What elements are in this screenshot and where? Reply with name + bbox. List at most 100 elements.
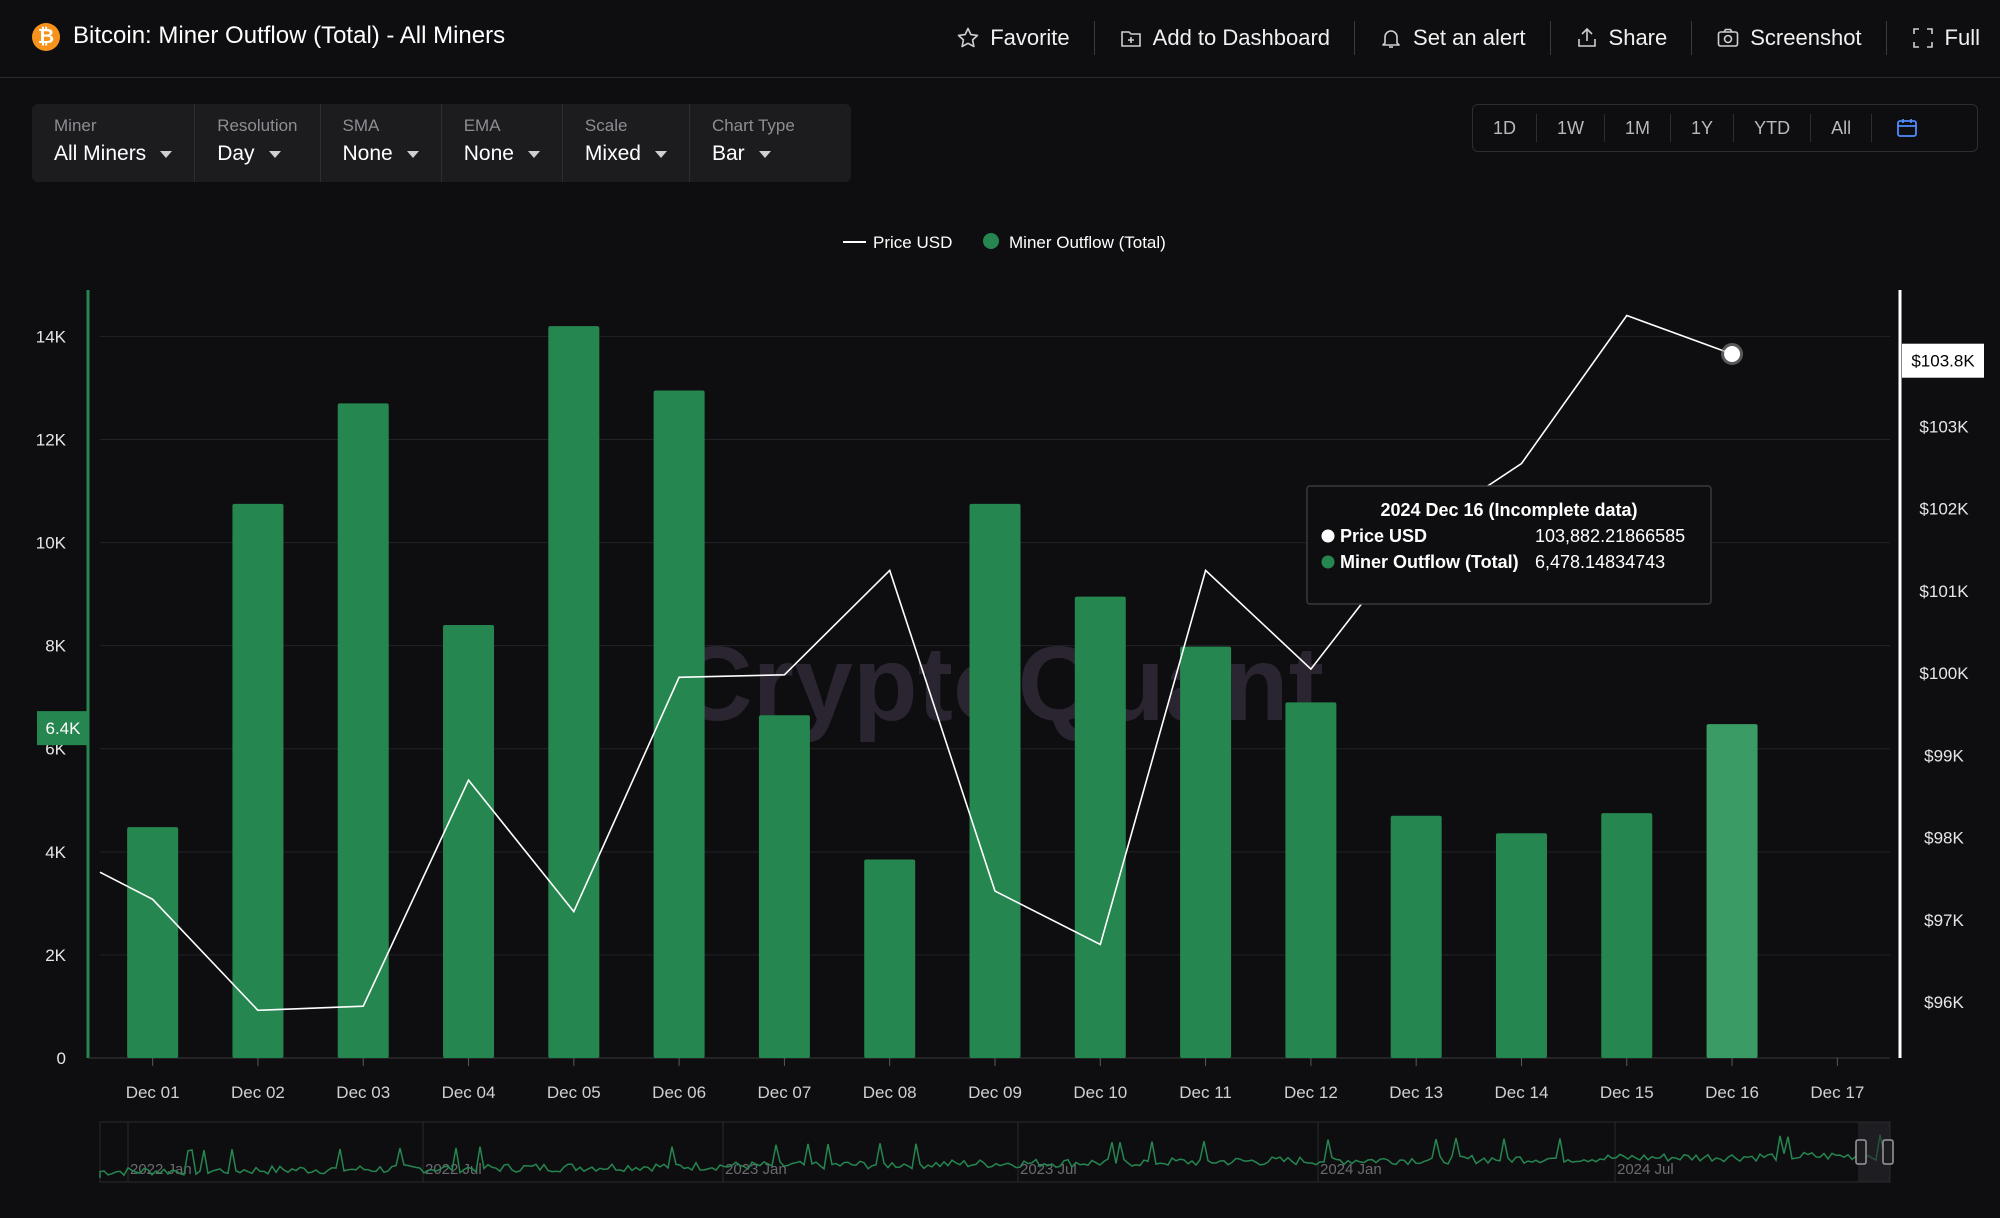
header-actions: Favorite Add to Dashboard Set an alert S… xyxy=(932,18,1980,58)
miner-select[interactable]: Miner All Miners xyxy=(32,104,194,182)
navigator-label: 2022 Jan xyxy=(130,1161,192,1178)
navigator-label: 2024 Jan xyxy=(1320,1161,1382,1178)
share-icon xyxy=(1577,27,1596,47)
y-right-tick-label: $100K xyxy=(1919,664,1969,683)
legend-dot-swatch xyxy=(983,233,999,249)
bar xyxy=(1706,724,1758,1058)
x-tick-label: Dec 12 xyxy=(1284,1083,1338,1102)
current-price-badge: $103.8K xyxy=(1902,343,1984,378)
range-1w[interactable]: 1W xyxy=(1536,114,1604,142)
scale-select[interactable]: Scale Mixed xyxy=(561,104,689,182)
screenshot-button[interactable]: Screenshot xyxy=(1692,20,1885,56)
x-tick-label: Dec 14 xyxy=(1495,1083,1549,1102)
tooltip-title: 2024 Dec 16 (Incomplete data) xyxy=(1380,500,1637,520)
chevron-down-icon xyxy=(527,150,540,158)
camera-icon xyxy=(1717,28,1739,47)
y-right-tick-label: $97K xyxy=(1924,911,1964,930)
favorite-button[interactable]: Favorite xyxy=(932,20,1093,56)
tooltip: 2024 Dec 16 (Incomplete data) Price USD … xyxy=(1306,485,1712,605)
legend-item-outflow[interactable]: Miner Outflow (Total) xyxy=(983,233,1166,252)
x-tick-label: Dec 17 xyxy=(1810,1083,1864,1102)
add-to-dashboard-button[interactable]: Add to Dashboard xyxy=(1095,20,1354,56)
tooltip-price-label: Price USD xyxy=(1340,526,1427,546)
navigator-label: 2022 Jul xyxy=(425,1161,482,1178)
bar xyxy=(337,403,389,1058)
range-selector: 1D 1W 1M 1Y YTD All xyxy=(1472,104,1978,152)
divider xyxy=(1885,21,1887,55)
navigator-handle-right[interactable] xyxy=(1882,1139,1894,1165)
range-1y[interactable]: 1Y xyxy=(1670,114,1733,142)
full-button[interactable]: Full xyxy=(1887,20,1980,56)
x-axis-labels: Dec 01 Dec 02 Dec 03 Dec 04 Dec 05 Dec 06 Dec … xyxy=(126,1058,1864,1102)
ema-label: EMA xyxy=(463,116,501,135)
bar xyxy=(1601,813,1653,1058)
y-left-tick-label: 2K xyxy=(45,946,66,965)
chevron-down-icon xyxy=(758,150,771,158)
chevron-down-icon xyxy=(406,150,419,158)
legend-label-price: Price USD xyxy=(873,233,952,252)
miner-value: All Miners xyxy=(54,142,147,165)
screenshot-label: Screenshot xyxy=(1750,25,1862,50)
legend: Price USD Miner Outflow (Total) xyxy=(843,233,1166,252)
add-to-dashboard-label: Add to Dashboard xyxy=(1152,25,1331,50)
set-alert-button[interactable]: Set an alert xyxy=(1355,20,1550,56)
ema-value: None xyxy=(463,142,514,165)
range-ytd[interactable]: YTD xyxy=(1733,114,1810,142)
page-title: Bitcoin: Miner Outflow (Total) - All Min… xyxy=(73,22,506,49)
bar xyxy=(443,625,495,1058)
bar xyxy=(1285,702,1337,1058)
bar xyxy=(864,859,916,1058)
calendar-button[interactable] xyxy=(1871,114,1940,142)
scale-value: Mixed xyxy=(584,142,641,165)
navigator-label: 2023 Jul xyxy=(1020,1161,1077,1178)
current-outflow-badge: 6.4K xyxy=(37,711,89,746)
y-left-tick-label: 8K xyxy=(45,637,66,656)
x-tick-label: Dec 05 xyxy=(547,1083,601,1102)
bar xyxy=(548,326,600,1058)
range-1d[interactable]: 1D xyxy=(1493,118,1517,138)
x-tick-label: Dec 02 xyxy=(231,1083,285,1102)
sma-select[interactable]: SMA None xyxy=(319,104,441,182)
full-label: Full xyxy=(1944,25,1980,50)
x-tick-label: Dec 09 xyxy=(968,1083,1022,1102)
x-tick-label: Dec 16 xyxy=(1705,1083,1759,1102)
bar xyxy=(969,503,1021,1059)
y-right-tick-label: $103K xyxy=(1919,417,1969,436)
set-alert-label: Set an alert xyxy=(1413,25,1526,50)
navigator-handle-left[interactable] xyxy=(1855,1139,1867,1165)
resolution-select[interactable]: Resolution Day xyxy=(194,104,319,182)
ema-select[interactable]: EMA None xyxy=(440,104,562,182)
scale-label: Scale xyxy=(584,116,628,135)
tooltip-outflow-label: Miner Outflow (Total) xyxy=(1340,552,1519,572)
chart-controls: Miner All Miners Resolution Day SMA None… xyxy=(32,104,851,182)
current-outflow-label: 6.4K xyxy=(46,719,82,738)
share-button[interactable]: Share xyxy=(1551,20,1692,56)
star-icon xyxy=(957,27,979,48)
tooltip-outflow-value: 6,478.14834743 xyxy=(1535,552,1665,572)
calendar-icon xyxy=(1897,119,1917,137)
chart-type-select[interactable]: Chart Type Bar xyxy=(688,104,817,182)
legend-label-outflow: Miner Outflow (Total) xyxy=(1009,233,1166,252)
miner-label: Miner xyxy=(54,116,97,135)
bell-icon xyxy=(1382,30,1400,48)
divider xyxy=(1549,21,1551,55)
x-tick-label: Dec 03 xyxy=(336,1083,390,1102)
y-left-tick-label: 4K xyxy=(45,843,66,862)
sma-label: SMA xyxy=(342,116,380,135)
x-tick-label: Dec 07 xyxy=(757,1083,811,1102)
x-tick-label: Dec 15 xyxy=(1600,1083,1654,1102)
range-all[interactable]: All xyxy=(1810,114,1871,142)
navigator[interactable]: 2022 Jan 2022 Jul 2023 Jan 2023 Jul 2024 Jan… xyxy=(99,1121,1894,1183)
tooltip-price-dot xyxy=(1321,529,1335,543)
range-1m[interactable]: 1M xyxy=(1604,114,1670,142)
chevron-down-icon xyxy=(160,150,173,158)
tooltip-box xyxy=(1306,485,1712,605)
navigator-labels: 2022 Jan 2022 Jul 2023 Jan 2023 Jul 2024 Jan… xyxy=(127,1122,1674,1182)
divider xyxy=(1354,21,1356,55)
current-price-badge-bg xyxy=(1902,343,1984,378)
sma-value: None xyxy=(342,142,393,165)
y-left-tick-label: 0 xyxy=(57,1049,66,1068)
x-tick-label: Dec 04 xyxy=(442,1083,496,1102)
legend-item-price[interactable]: Price USD xyxy=(843,233,952,252)
